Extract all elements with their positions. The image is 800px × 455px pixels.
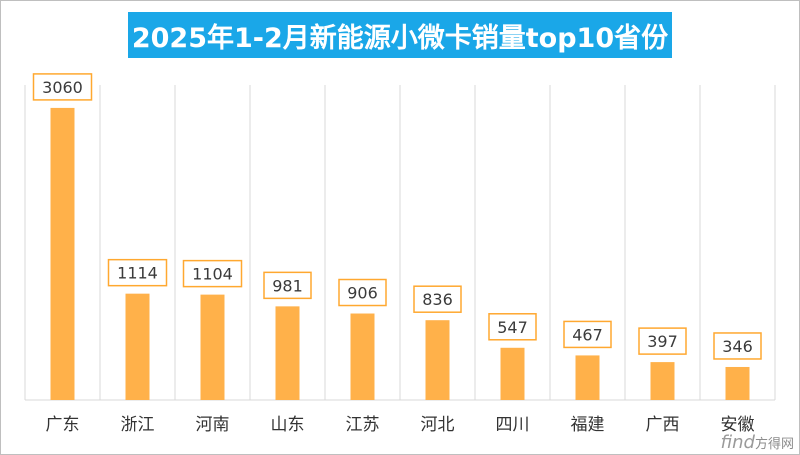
watermark-latin: find (720, 432, 755, 453)
data-label-box (713, 332, 762, 360)
data-label-box (182, 259, 243, 288)
data-label-box (488, 313, 537, 341)
data-label-box (338, 278, 387, 307)
bar-安徽 (725, 366, 750, 400)
bar-河北 (425, 320, 450, 400)
data-label: 397 (647, 332, 678, 351)
data-label: 836 (422, 290, 453, 309)
bar-浙江 (125, 293, 150, 400)
data-label-box (107, 258, 168, 287)
bar-河南 (200, 294, 225, 400)
watermark-cn: 方得网 (754, 437, 794, 452)
bar-山东 (275, 306, 300, 400)
bar-江苏 (350, 313, 375, 400)
data-label: 467 (572, 325, 603, 344)
x-tick-label: 福建 (571, 415, 605, 435)
x-tick-label: 四川 (496, 415, 530, 435)
data-label: 547 (497, 318, 528, 337)
x-tick-label: 安徽 (721, 415, 755, 435)
x-tick-label: 广东 (46, 415, 80, 435)
x-tick-label: 江苏 (346, 415, 380, 435)
data-label: 981 (272, 276, 303, 295)
x-tick-label: 河北 (421, 415, 455, 435)
data-label-box (263, 271, 312, 300)
data-label-box (638, 327, 687, 355)
data-label: 906 (347, 284, 378, 303)
bar-福建 (575, 355, 600, 400)
data-label-box (32, 73, 93, 101)
data-label-box (413, 285, 462, 313)
x-tick-label: 山东 (271, 415, 305, 435)
data-label: 3060 (42, 78, 83, 97)
x-tick-label: 河南 (196, 415, 230, 435)
x-tick-label: 广西 (646, 415, 680, 435)
bar-广东 (50, 107, 75, 400)
watermark-logo: find方得网 (721, 432, 794, 453)
data-label: 346 (722, 337, 753, 356)
data-label: 1104 (192, 265, 233, 284)
data-label-box (563, 320, 612, 349)
chart-title: 2025年1-2月新能源小微卡销量top10省份 (128, 12, 672, 58)
bar-广西 (650, 362, 675, 400)
data-label: 1114 (117, 264, 158, 283)
bar-四川 (500, 347, 525, 400)
x-tick-label: 浙江 (121, 415, 155, 435)
